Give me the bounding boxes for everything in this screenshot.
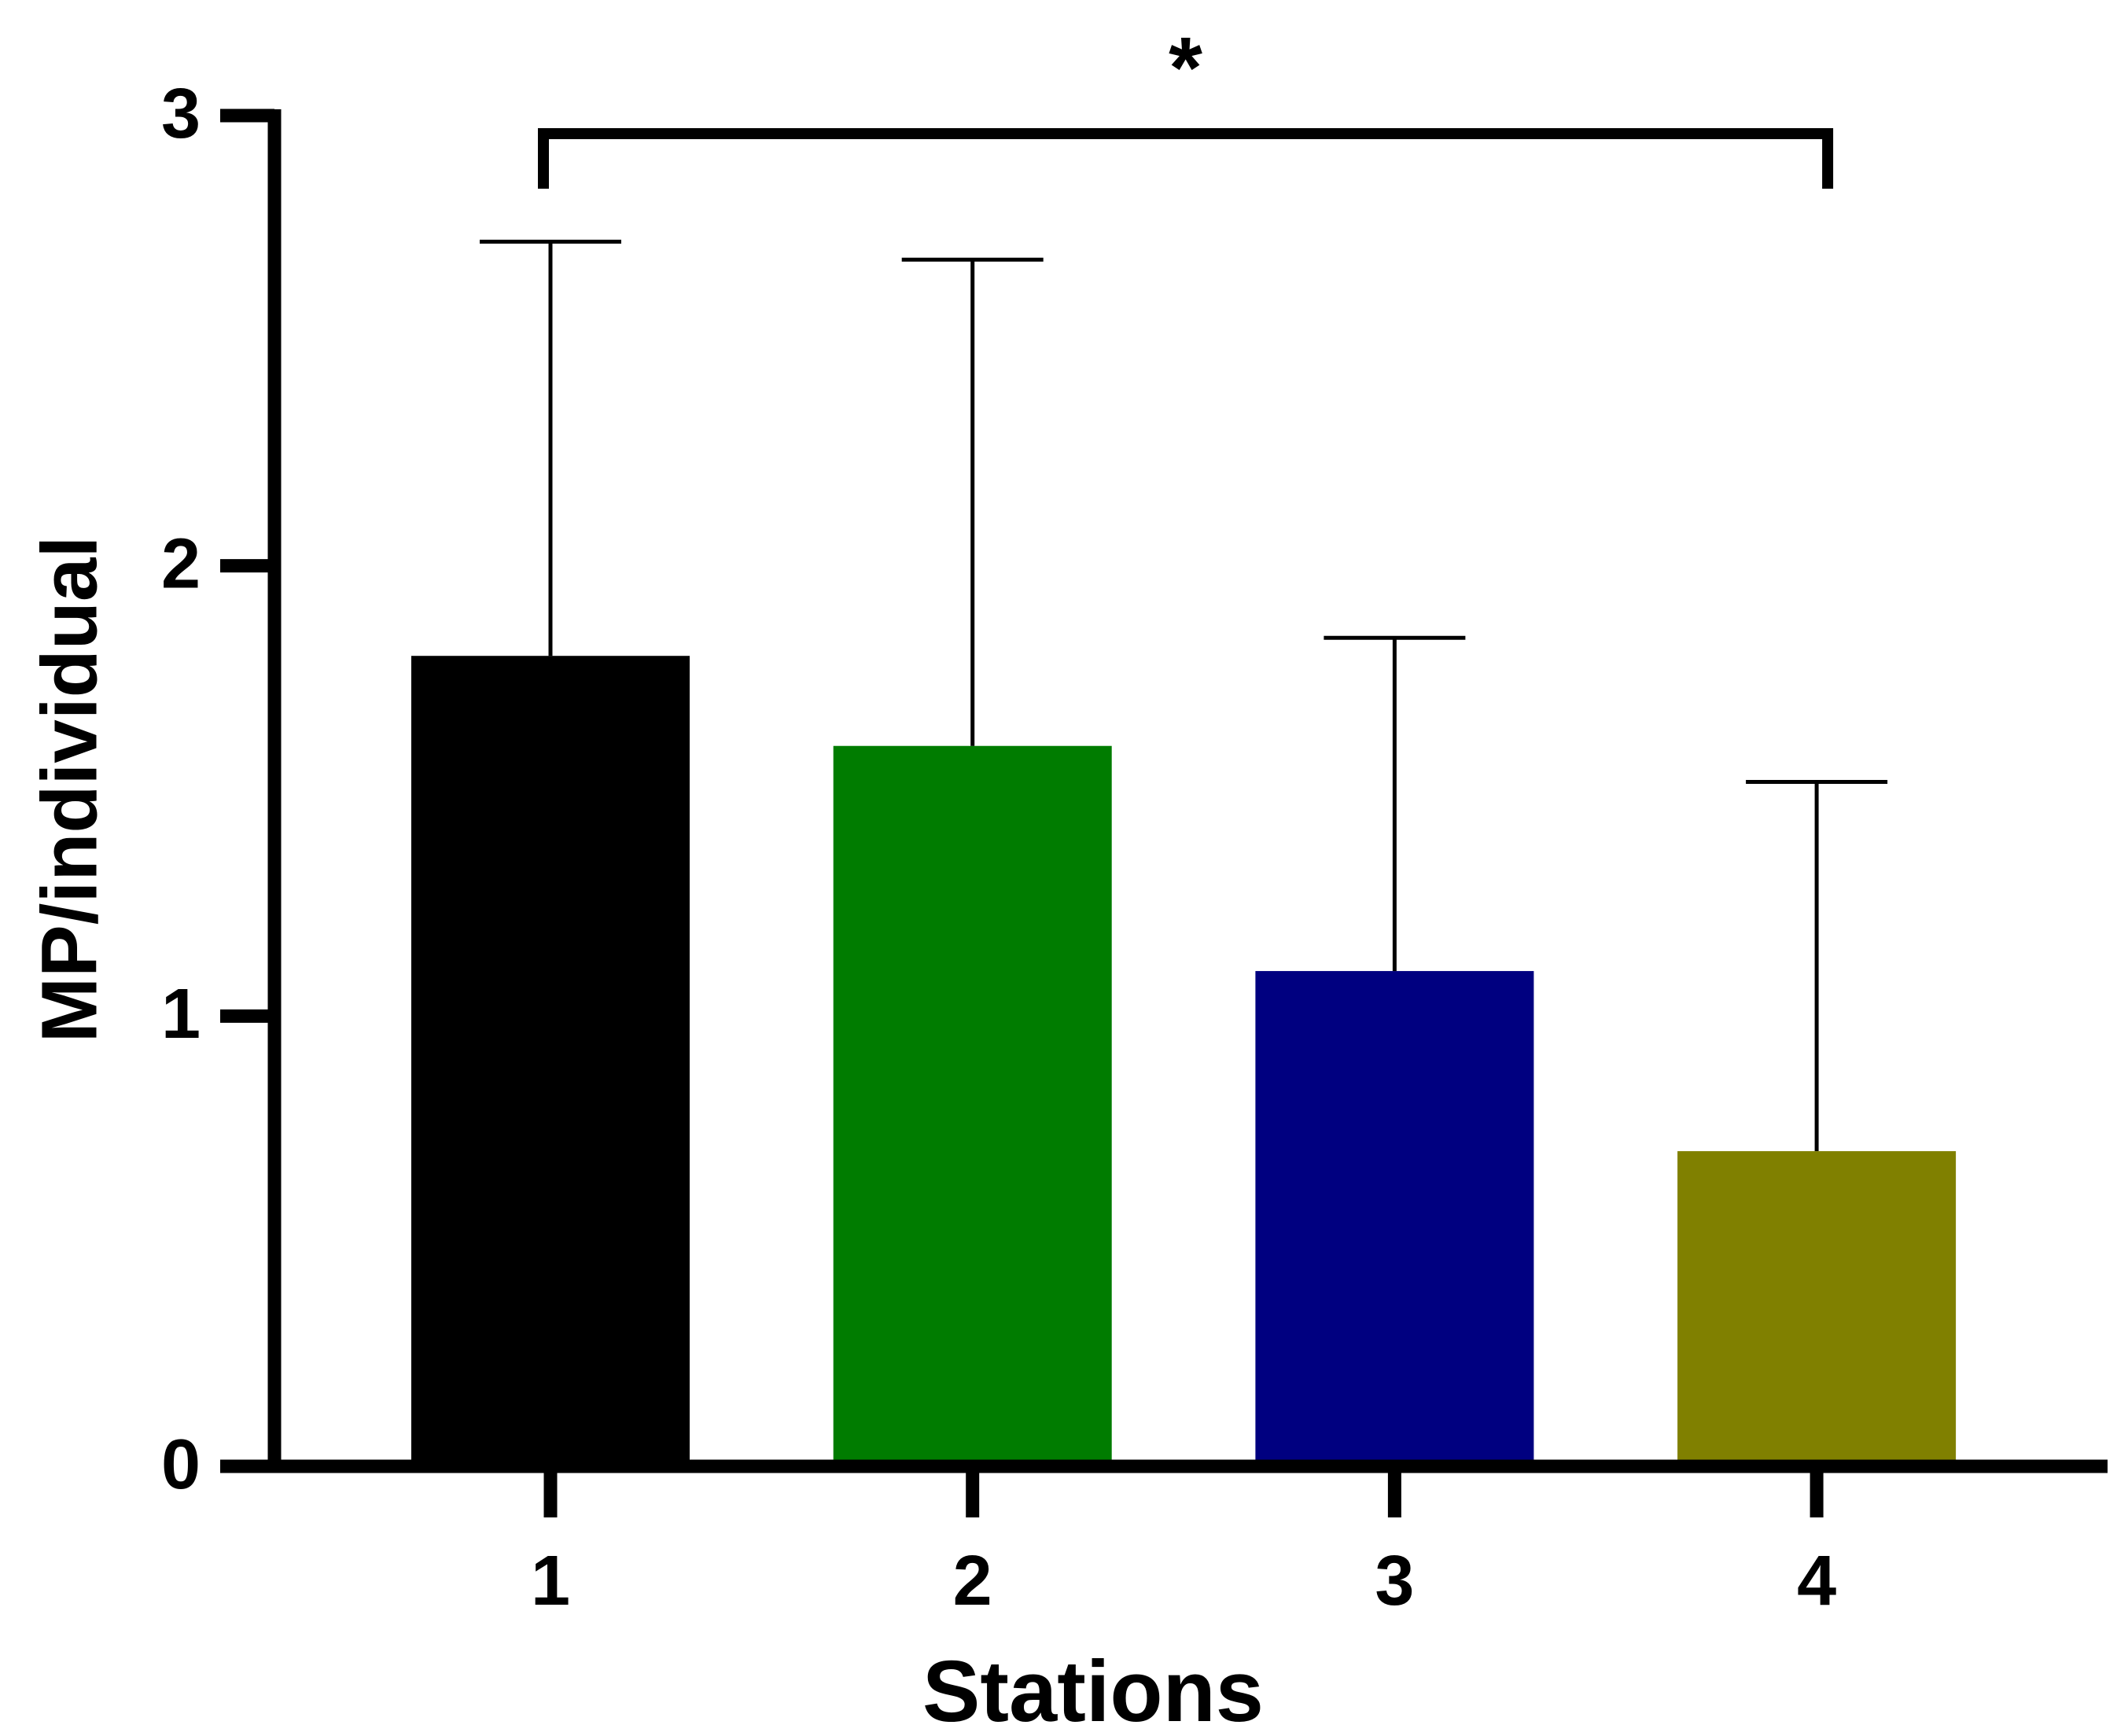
x-axis-title: Stations bbox=[922, 1643, 1264, 1736]
error-bar bbox=[480, 239, 621, 657]
x-tick-label: 4 bbox=[1797, 1542, 1836, 1620]
x-tick-label: 1 bbox=[531, 1542, 570, 1620]
bar bbox=[1255, 971, 1534, 1466]
y-tick-label: 2 bbox=[161, 524, 201, 603]
error-bar bbox=[1324, 635, 1466, 972]
y-tick-label: 3 bbox=[161, 75, 201, 153]
error-bar bbox=[901, 257, 1044, 746]
bar bbox=[833, 745, 1112, 1466]
x-tick-label: 2 bbox=[953, 1542, 992, 1620]
significance-label: * bbox=[1169, 20, 1202, 116]
y-tick-label: 1 bbox=[161, 975, 201, 1054]
bar bbox=[411, 656, 690, 1467]
x-tick-label: 3 bbox=[1375, 1542, 1414, 1620]
error-bar bbox=[1746, 780, 1888, 1152]
y-axis-title: MP/individual bbox=[25, 536, 113, 1043]
significance-bracket bbox=[538, 128, 1834, 189]
bar bbox=[1677, 1151, 1957, 1466]
y-tick-label: 0 bbox=[161, 1425, 201, 1504]
